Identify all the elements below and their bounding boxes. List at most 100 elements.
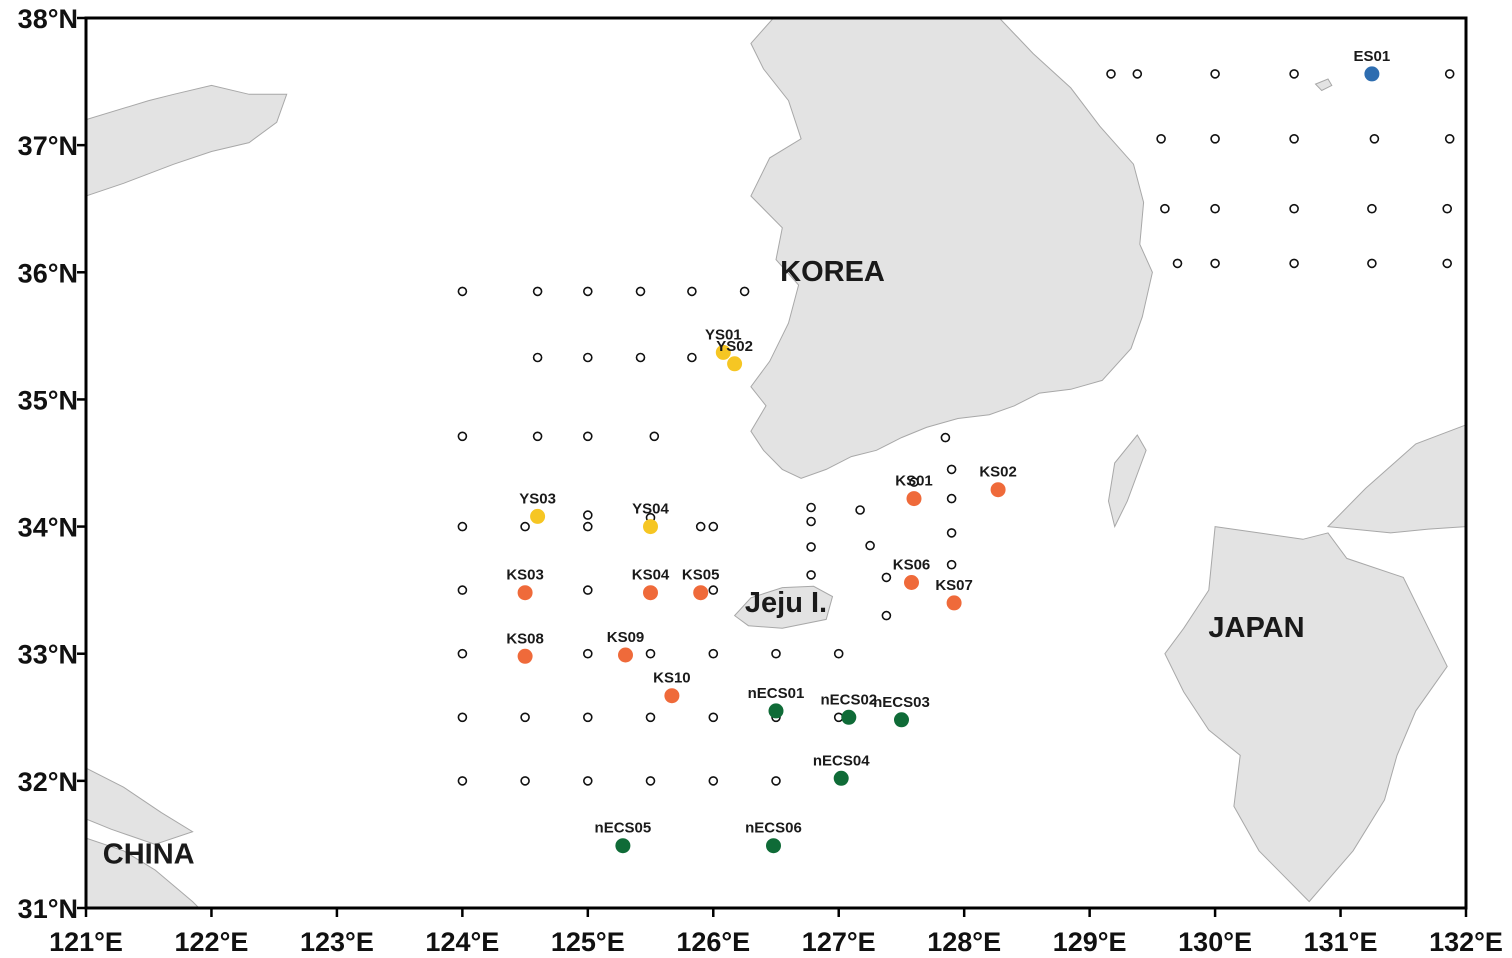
station-marker [990,482,1006,498]
grid-station [582,585,593,595]
station-label: YS03 [519,490,556,507]
lon-tick-label: 129°E [1053,927,1127,957]
grid-station [1289,134,1299,144]
grid-station [582,352,593,363]
station-ks04[interactable]: KS04 [632,567,670,601]
grid-station [909,477,919,487]
grid-station [457,585,468,595]
grid-station [855,505,865,515]
grid-station [582,776,593,786]
grid-station [1289,203,1299,214]
grid-station [806,502,816,513]
station-label: KS10 [653,670,691,687]
station-ys01[interactable]: YS01 [705,326,742,360]
station-marker [643,585,658,601]
region-labels: KOREA JAPAN CHINA Jeju I. [103,256,1305,870]
grid-station [457,776,468,786]
station-label: KS01 [895,473,933,490]
grid-station [1289,69,1299,79]
station-ks05[interactable]: KS05 [682,567,720,601]
station-ks09[interactable]: KS09 [607,629,645,663]
station-ks07[interactable]: KS07 [935,577,973,611]
lon-tick-label: 124°E [425,927,499,957]
station-label: KS09 [607,629,645,646]
station-marker [1364,66,1380,82]
station-marker [693,585,709,601]
grid-station [1132,69,1143,79]
station-ys02[interactable]: YS02 [716,338,753,372]
land-layer [86,18,1466,908]
station-es01[interactable]: ES01 [1354,48,1391,82]
station-label: nECS03 [873,694,930,711]
station-ys03[interactable]: YS03 [519,490,556,524]
grid-station [695,521,706,532]
grid-station [532,431,543,442]
station-label: KS04 [632,567,670,584]
station-ks01[interactable]: KS01 [895,473,933,507]
lat-tick-label: 34°N [18,513,78,543]
station-marker [766,838,781,854]
lat-tick-label: 36°N [18,258,78,288]
grid-station [946,493,957,504]
station-marker [768,703,784,719]
station-label: KS06 [893,557,931,574]
station-marker [904,575,919,590]
station-necs04[interactable]: nECS04 [813,752,870,786]
station-label: YS02 [716,338,753,355]
sampling-grid [457,69,1455,786]
station-necs06[interactable]: nECS06 [745,820,802,854]
grid-station [833,648,844,659]
station-ks08[interactable]: KS08 [506,630,544,664]
station-ks06[interactable]: KS06 [893,557,931,591]
region-label: JAPAN [1208,612,1304,644]
grid-station [1442,258,1452,269]
grid-station [1442,203,1452,214]
station-marker [946,595,962,611]
station-ks03[interactable]: KS03 [506,567,544,601]
station-necs03[interactable]: nECS03 [873,694,930,728]
grid-station [645,712,656,723]
grid-station [1210,69,1220,79]
station-marker [727,356,743,372]
grid-station [645,776,656,786]
lon-tick-label: 132°E [1429,927,1503,957]
grid-station [532,286,543,297]
grid-station [457,712,468,723]
grid-station [635,352,646,363]
station-ks10[interactable]: KS10 [653,670,691,704]
grid-station [520,712,530,723]
station-necs02[interactable]: nECS02 [820,691,877,725]
station-label: nECS06 [745,820,802,837]
grid-station [865,540,875,551]
land-korea [750,18,1153,479]
grid-station [771,776,781,786]
station-ks02[interactable]: KS02 [979,464,1017,498]
grid-station [1210,134,1220,144]
grid-station [532,352,543,363]
grid-station [708,776,719,786]
lon-tick-label: 131°E [1304,927,1378,957]
grid-station [582,712,593,723]
lon-tick-label: 122°E [175,927,249,957]
lon-tick-label: 128°E [927,927,1001,957]
station-necs05[interactable]: nECS05 [595,820,652,854]
grid-station [881,610,892,621]
grid-station [582,510,593,520]
station-ys04[interactable]: YS04 [632,501,670,535]
grid-station [881,572,892,583]
grid-station [708,585,719,595]
lat-tick-label: 31°N [18,894,78,924]
grid-station [582,431,593,442]
station-label: nECS02 [820,691,877,708]
station-label: KS08 [506,630,544,647]
station-marker [643,519,658,535]
station-necs01[interactable]: nECS01 [748,685,805,719]
region-label: Jeju I. [745,587,827,619]
lon-tick-label: 125°E [551,927,625,957]
grid-station [1444,134,1455,144]
land-shandong [86,84,288,197]
land-tsushima [1107,434,1147,529]
grid-station [946,559,957,570]
